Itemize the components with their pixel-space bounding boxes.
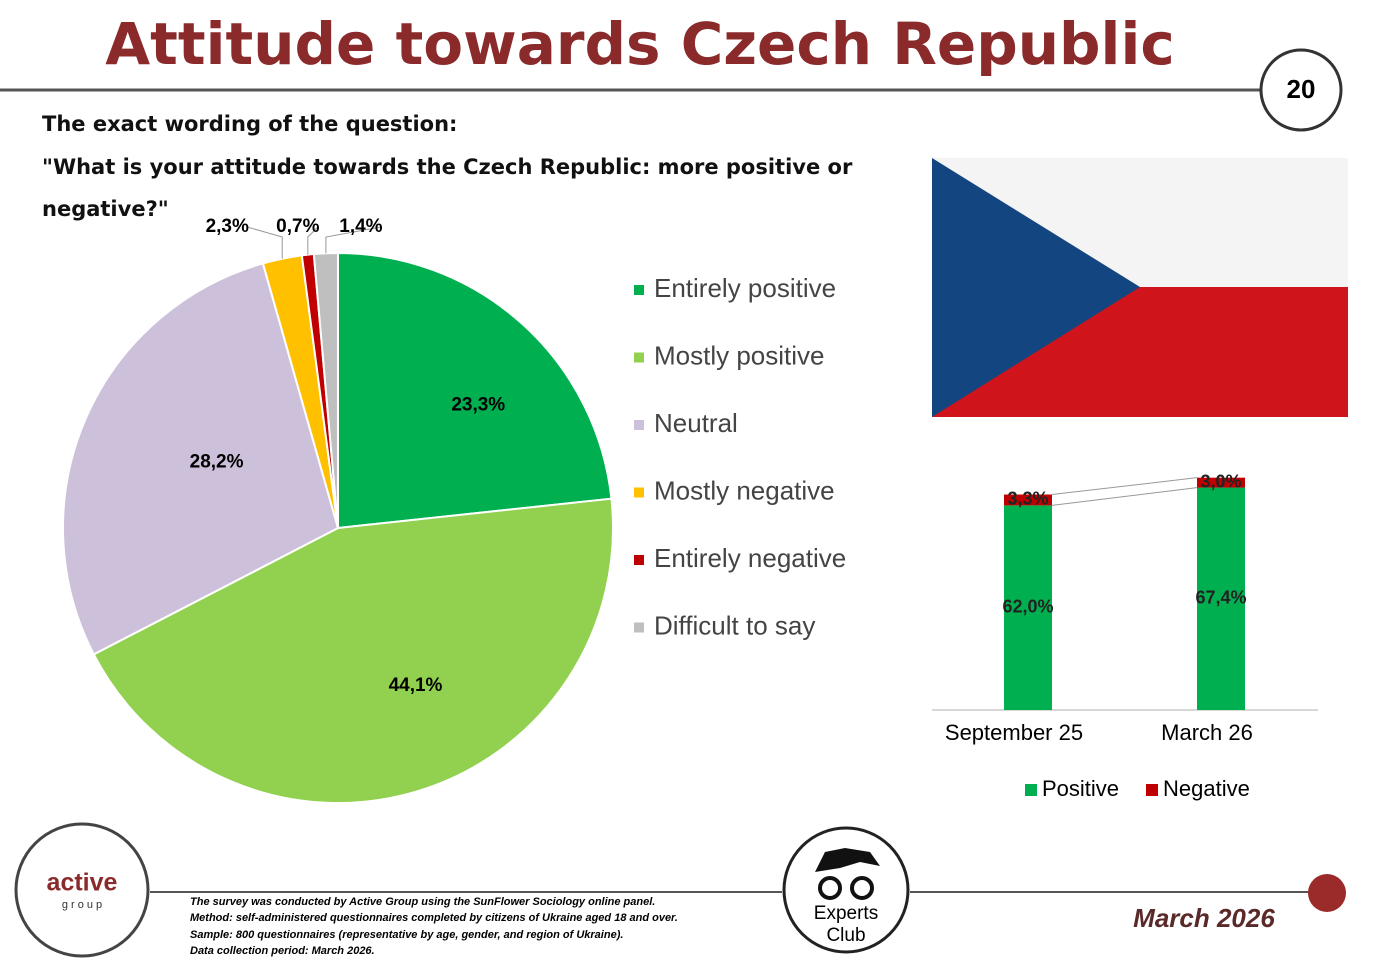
data-label: 28,2% [190,451,244,472]
glasses [818,876,842,900]
glasses [850,876,874,900]
legend-label: Entirely negative [654,543,846,573]
legend-swatch [1025,784,1037,796]
active-logo [14,822,150,958]
bar-segment [1197,477,1245,488]
legend-swatch [634,420,644,430]
data-label: 3,3% [1007,489,1048,509]
legend-label: Mostly negative [654,475,835,505]
legend-swatch [634,352,644,363]
legend-swatch [1146,784,1158,796]
hair [815,848,880,872]
question-label: The exact wording of the question: [42,112,458,136]
legend-swatch [634,487,644,498]
legend-label: Neutral [654,408,738,438]
x-tick-label: September 25 [945,720,1083,745]
data-label: 0,7% [276,216,319,237]
footnote: Sample: 800 questionnaires (representati… [190,929,623,941]
pie-slice [62,262,340,656]
bar-segment [1197,487,1245,710]
logo-text: Club [826,925,865,946]
data-label: 62,0% [1002,596,1053,616]
flag-blue [932,158,1140,417]
experts-logo [782,826,910,954]
legend-label: Mostly positive [654,340,825,370]
footnote: Data collection period: March 2026. [190,945,375,957]
question: "What is your attitude towards the Czech… [42,155,853,221]
slide-title: Attitude towards Czech Republic [105,10,1174,78]
footnote: Method: self-administered questionnaires… [190,912,678,924]
legend-label: Positive [1042,776,1119,801]
page-number: 20 [1287,74,1316,104]
leader-line [325,226,381,254]
data-label: 3,0% [1200,471,1241,491]
bar-segment [1004,505,1052,710]
pie-slice [337,251,613,530]
data-label: 23,3% [451,394,505,415]
footer-dot [1308,874,1346,912]
legend-swatch [634,555,644,565]
legend-swatch [634,285,644,295]
data-label: 44,1% [389,675,443,696]
leader-line [307,226,319,255]
data-label: 2,3% [206,216,249,237]
bar-segment [1004,494,1052,506]
connector [1051,487,1198,506]
leader-line [247,226,283,259]
logo-text: Experts [814,903,878,924]
legend-label: Negative [1163,776,1250,801]
logo-text: active [47,869,118,897]
data-label: 1,4% [339,216,382,237]
data-label: 67,4% [1195,588,1246,608]
connector [1051,477,1198,496]
footnote: The survey was conducted by Active Group… [190,896,655,908]
legend-label: Difficult to say [654,610,815,640]
footer-date: March 2026 [1133,903,1275,933]
legend-label: Entirely positive [654,273,836,303]
page-badge [1259,48,1343,132]
logo-text: g r o u p [62,899,102,911]
x-tick-label: March 26 [1161,720,1253,745]
legend-swatch [634,622,644,633]
pie-slice [92,497,614,804]
